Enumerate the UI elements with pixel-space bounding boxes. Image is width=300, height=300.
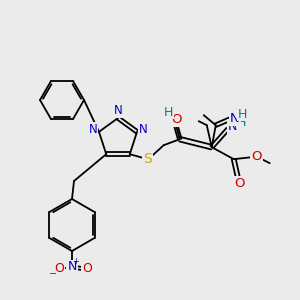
Text: N: N	[67, 260, 77, 274]
Text: H: H	[237, 116, 246, 129]
Text: O: O	[251, 150, 262, 163]
Text: H: H	[164, 106, 173, 119]
Text: O: O	[82, 262, 92, 275]
Text: −: −	[49, 269, 57, 279]
Text: O: O	[54, 262, 64, 275]
Text: H: H	[238, 108, 248, 121]
Text: N: N	[88, 123, 98, 136]
Text: O: O	[235, 177, 245, 190]
Text: N: N	[114, 104, 122, 118]
Text: S: S	[143, 152, 152, 166]
Text: +: +	[73, 257, 80, 266]
Text: N: N	[230, 112, 240, 125]
Text: N: N	[139, 123, 147, 136]
Text: O: O	[172, 113, 182, 126]
Text: N: N	[228, 120, 238, 133]
